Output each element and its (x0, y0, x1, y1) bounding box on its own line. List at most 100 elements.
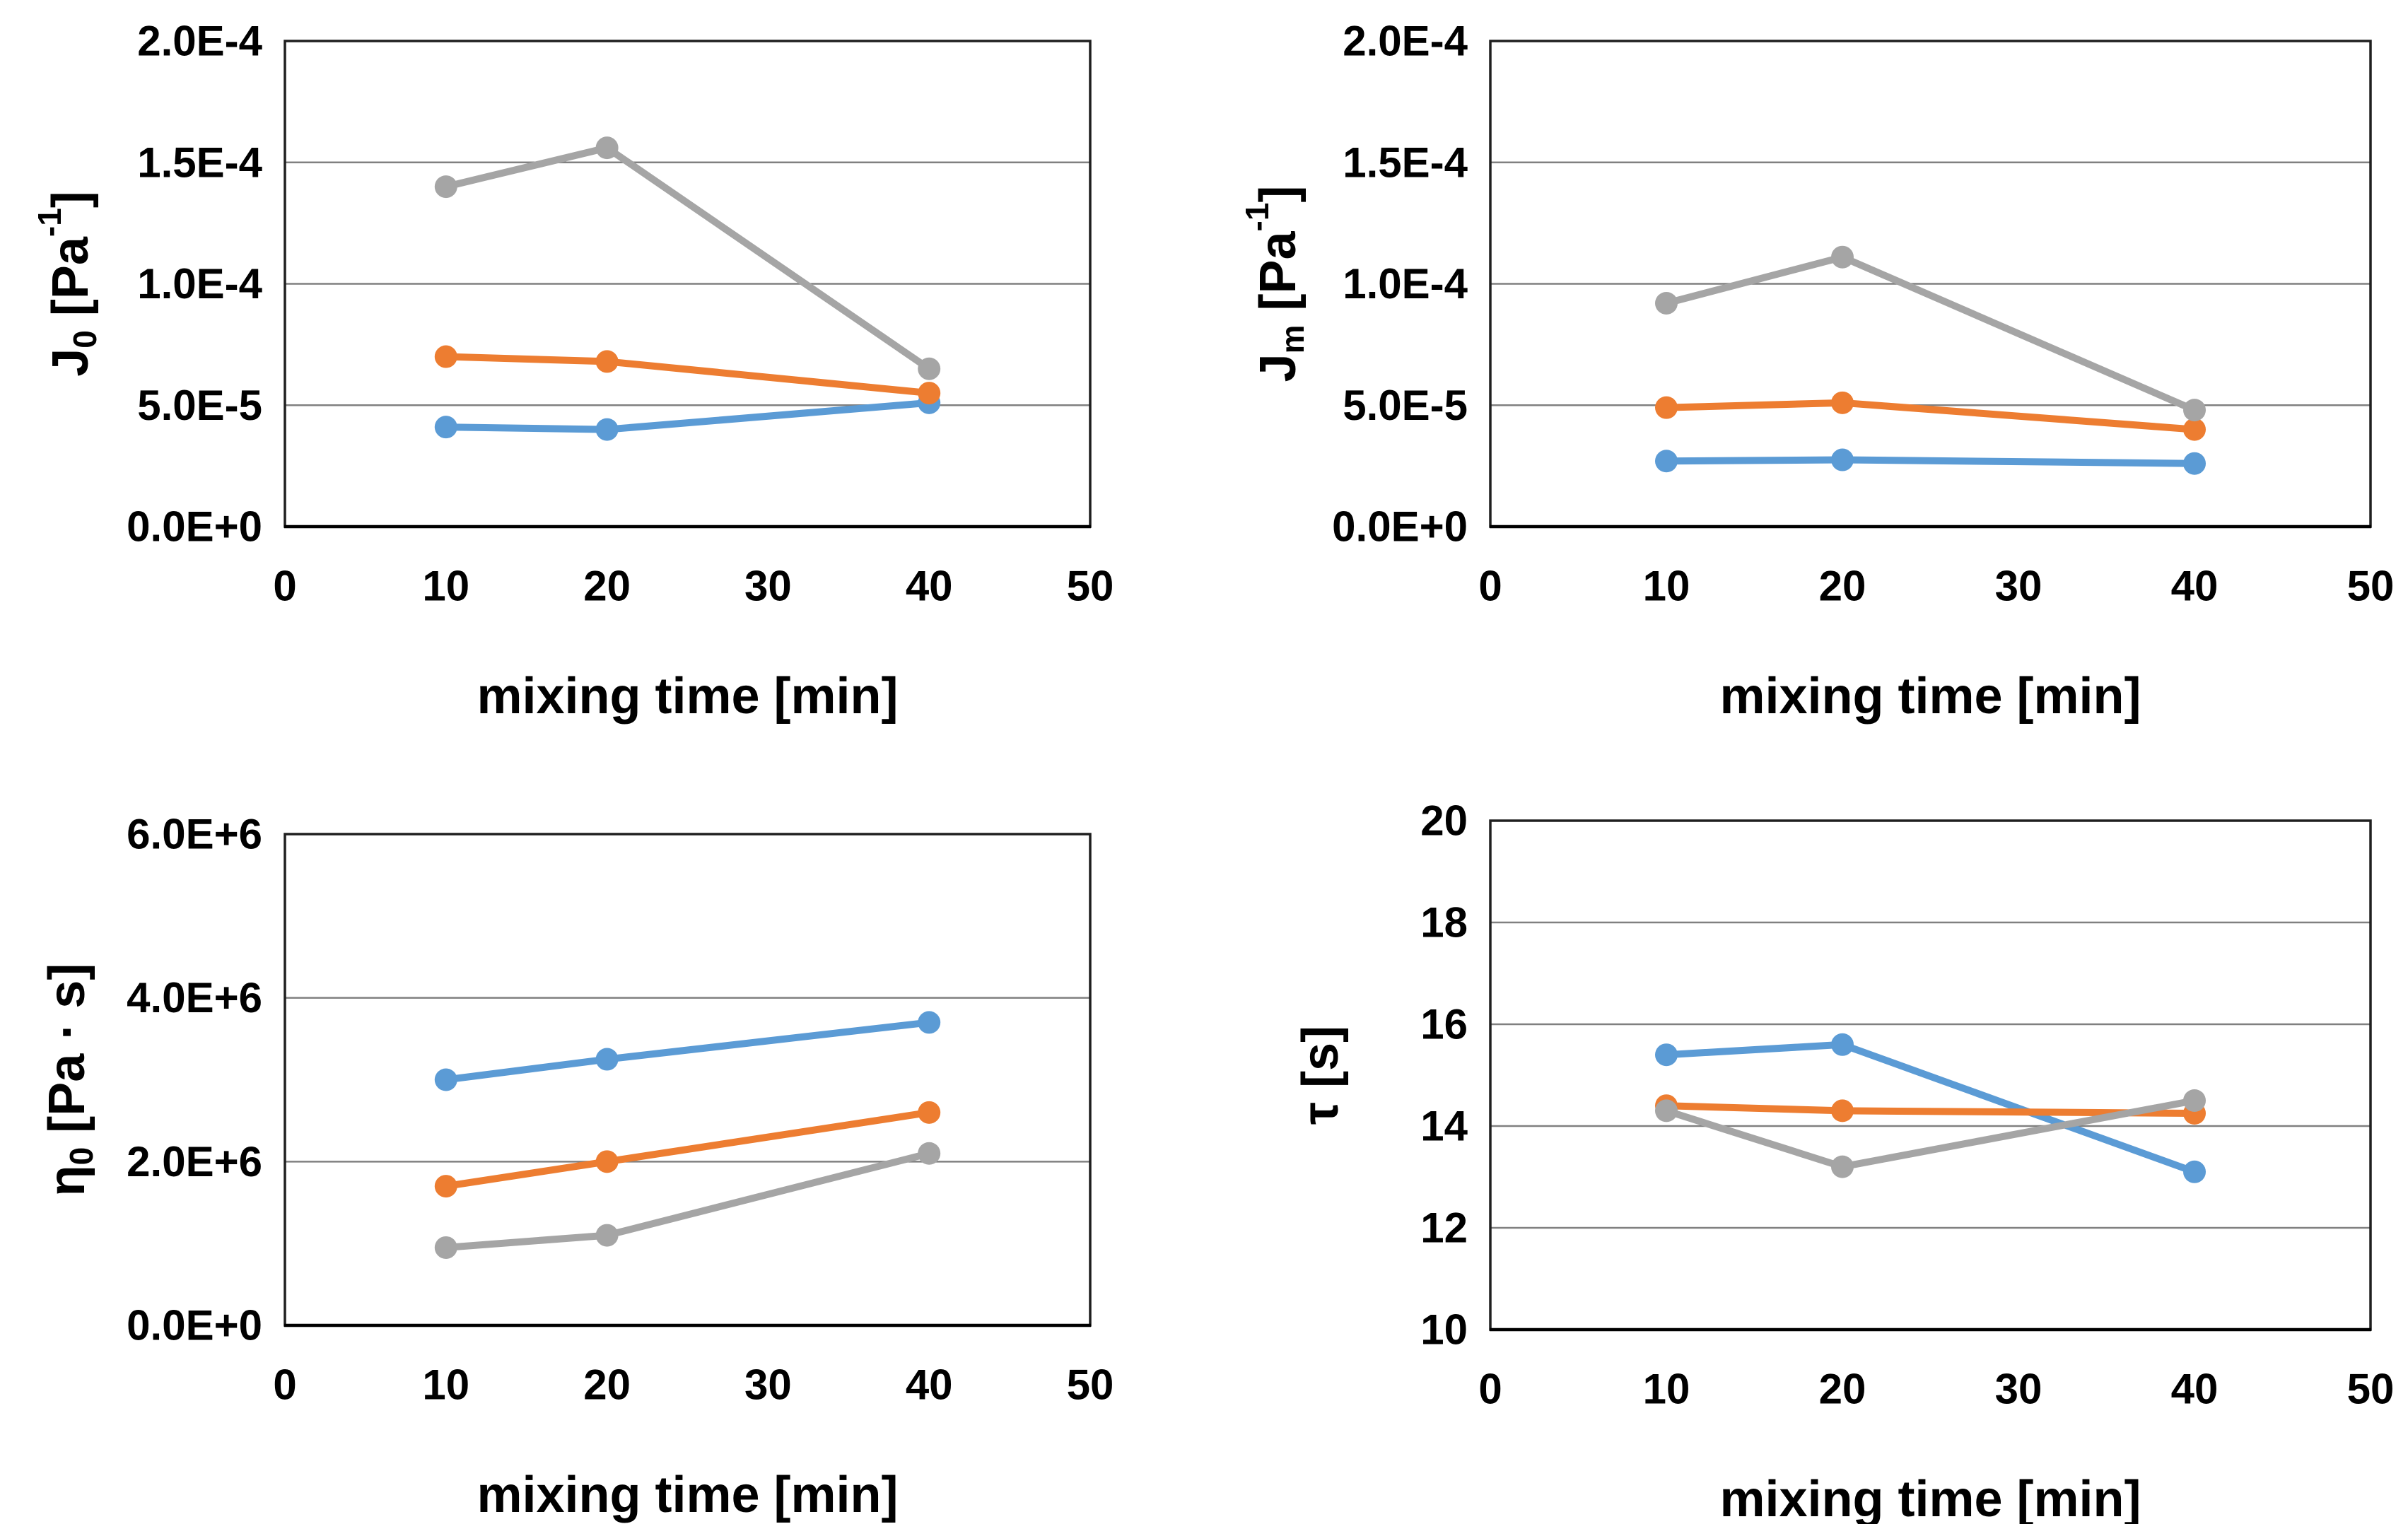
series-orange (1655, 1094, 2206, 1125)
series-blue-marker (434, 416, 457, 439)
series-gray-marker (2183, 399, 2206, 422)
y-tick-label: 2.0E-4 (1343, 18, 1468, 65)
y-axis-title: Jm [Pa-1] (1239, 186, 1311, 382)
series-orange (1655, 391, 2206, 441)
y-tick-label: 1.5E-4 (137, 139, 262, 186)
x-tick-label: 30 (744, 563, 792, 610)
series-gray-marker (1655, 1099, 1678, 1123)
x-tick-label: 0 (1478, 563, 1502, 610)
series-gray (1655, 1089, 2206, 1178)
series-orange-marker (2183, 418, 2206, 441)
series-gray (434, 1142, 941, 1259)
series-gray-marker (2183, 1089, 2206, 1112)
x-tick-label: 10 (1643, 563, 1690, 610)
y-tick-label: 5.0E-5 (137, 382, 262, 429)
series-blue-marker (1655, 1043, 1678, 1067)
series-orange-line (1663, 399, 2198, 433)
x-tick-label: 0 (273, 1361, 296, 1409)
y-tick-label: 5.0E-5 (1343, 382, 1468, 429)
x-axis-title: mixing time [min] (1719, 668, 2141, 725)
series-blue (434, 1011, 941, 1091)
y-tick-label: 0.0E+0 (127, 1302, 262, 1349)
x-tick-label: 40 (2171, 563, 2219, 610)
chart-j0-canvas: 0.0E+0 5.0E-5 1.0E-4 1.5E-4 2.0E-4 0 10 20 30 40 5… (31, 18, 1114, 725)
series-orange-marker (1831, 391, 1854, 414)
y-tick-label: 10 (1420, 1306, 1468, 1354)
series-gray-marker (1831, 245, 1854, 269)
series-orange-marker (918, 382, 941, 405)
series-blue-marker (918, 1011, 941, 1034)
series-gray-line (1663, 253, 2198, 414)
series-blue (1655, 1033, 2206, 1183)
y-axis-title: τ [s] (1292, 1026, 1349, 1125)
x-tick-label: 30 (1995, 563, 2042, 610)
x-tick-label: 20 (1819, 1366, 1866, 1413)
x-axis-title: mixing time [min] (477, 1467, 898, 1523)
series-orange-marker (1831, 1099, 1854, 1123)
series-gray (1655, 245, 2206, 422)
x-tick-label: 20 (583, 1361, 631, 1409)
y-tick-label: 6.0E+6 (127, 811, 262, 858)
x-tick-label: 50 (1067, 563, 1114, 610)
series-blue (434, 391, 941, 441)
series-gray-marker (434, 1236, 457, 1259)
chart-j0: 0.0E+0 5.0E-5 1.0E-4 1.5E-4 2.0E-4 0 10 20 30 40 5… (0, 0, 1204, 762)
x-axis-title: mixing time [min] (1719, 1471, 2141, 1524)
x-tick-label: 20 (583, 563, 631, 610)
chart-tau: 10 12 14 16 18 20 0 10 20 30 40 50 mixing time [min]… (1204, 762, 2408, 1524)
x-tick-label: 40 (2171, 1366, 2219, 1413)
series-blue-marker (595, 418, 619, 441)
x-tick-label: 30 (1995, 1366, 2042, 1413)
x-tick-label: 50 (1067, 1361, 1114, 1409)
series-blue (1655, 448, 2206, 475)
y-tick-label: 12 (1420, 1204, 1468, 1252)
series-orange (434, 345, 941, 405)
series-orange-marker (595, 1150, 619, 1173)
y-tick-label: 14 (1420, 1103, 1468, 1150)
x-axis-title: mixing time [min] (477, 668, 898, 725)
series-blue-marker (2183, 1160, 2206, 1183)
plot-area-border (284, 833, 1092, 1327)
y-tick-label: 1.0E-4 (137, 260, 262, 307)
chart-jm: 0.0E+0 5.0E-5 1.0E-4 1.5E-4 2.0E-4 0 10 20 30 40 5… (1204, 0, 2408, 762)
series-gray (434, 136, 941, 380)
series-blue-marker (1831, 1033, 1854, 1056)
y-tick-label: 20 (1420, 797, 1468, 845)
chart-jm-canvas: 0.0E+0 5.0E-5 1.0E-4 1.5E-4 2.0E-4 0 10 20 30 40 5… (1239, 18, 2395, 725)
series-blue-marker (2183, 452, 2206, 475)
y-tick-label: 0.0E+0 (1332, 503, 1468, 551)
series-blue-marker (595, 1048, 619, 1071)
x-tick-label: 10 (422, 563, 469, 610)
series-gray-marker (595, 1224, 619, 1247)
x-tick-label: 50 (2347, 563, 2395, 610)
y-axis-title: J0 [Pa-1] (31, 191, 103, 377)
series-gray-marker (1831, 1155, 1854, 1178)
series-blue-marker (434, 1068, 457, 1091)
series-blue-line (442, 399, 933, 433)
series-gray-marker (434, 175, 457, 199)
chart-eta0: 0.0E+0 2.0E+6 4.0E+6 6.0E+6 0 10 20 30 40 50 mixin… (0, 762, 1204, 1524)
y-tick-label: 18 (1420, 899, 1468, 946)
x-tick-label: 20 (1819, 563, 1866, 610)
series-blue-line (442, 1019, 933, 1084)
series-orange-marker (434, 1175, 457, 1198)
y-tick-label: 2.0E-4 (137, 18, 262, 65)
series-orange-line (442, 353, 933, 397)
series-gray-marker (595, 136, 619, 160)
series-blue-line (1663, 456, 2198, 467)
series-orange-marker (595, 350, 619, 373)
series-gray-marker (918, 1142, 941, 1165)
x-tick-label: 30 (744, 1361, 792, 1409)
series-blue-marker (1831, 448, 1854, 471)
y-tick-label: 16 (1420, 1001, 1468, 1048)
y-axis-title: η0 [Pa · s] (39, 963, 100, 1197)
x-tick-label: 40 (906, 1361, 953, 1409)
x-tick-label: 10 (422, 1361, 469, 1409)
x-tick-label: 40 (906, 563, 953, 610)
y-tick-label: 1.0E-4 (1343, 260, 1468, 307)
x-tick-label: 0 (1478, 1366, 1502, 1413)
series-orange-marker (1655, 396, 1678, 419)
